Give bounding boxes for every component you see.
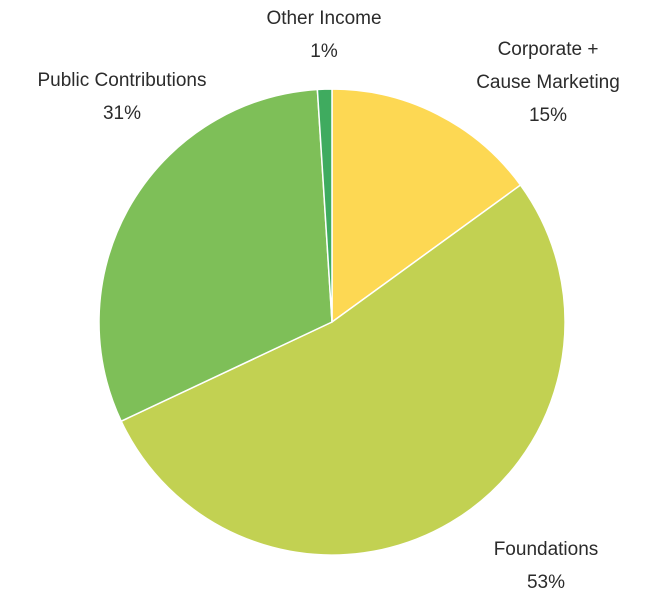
pie-slice-other-income xyxy=(316,88,333,323)
pie-slice-corporate-cause-marketing xyxy=(331,88,522,324)
slice-percent-foundations: 53% xyxy=(527,572,565,593)
slice-label-public-contributions-0: Public Contributions xyxy=(38,70,207,91)
slice-label-corporate-cause-marketing-1: Cause Marketing xyxy=(476,72,620,93)
slice-label-other-income-0: Other Income xyxy=(266,8,381,29)
pie-slice-foundations xyxy=(120,184,566,556)
pie-slices xyxy=(98,88,566,556)
slice-percent-other-income: 1% xyxy=(310,41,338,62)
slice-label-foundations-0: Foundations xyxy=(494,539,599,560)
pie-labels: Corporate + Cause Marketing 15% Foundations… xyxy=(38,8,620,593)
pie-slice-public-contributions xyxy=(98,88,333,423)
slice-percent-corporate-cause-marketing: 15% xyxy=(529,105,567,126)
slice-label-corporate-cause-marketing-0: Corporate + xyxy=(498,39,599,60)
slice-percent-public-contributions: 31% xyxy=(103,103,141,124)
